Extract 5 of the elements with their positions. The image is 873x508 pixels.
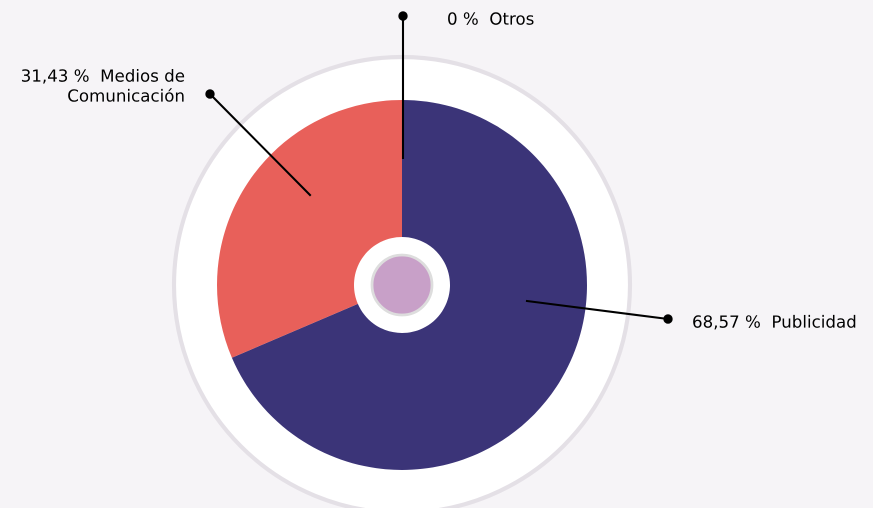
slice-label: 31,43 % Medios de Comunicación	[22, 68, 184, 102]
donut-slice	[217, 100, 402, 358]
slice-label: 68,57 % Publicidad	[693, 314, 856, 330]
donut-slice	[232, 100, 587, 470]
text: 0 % Otros	[448, 12, 534, 25]
